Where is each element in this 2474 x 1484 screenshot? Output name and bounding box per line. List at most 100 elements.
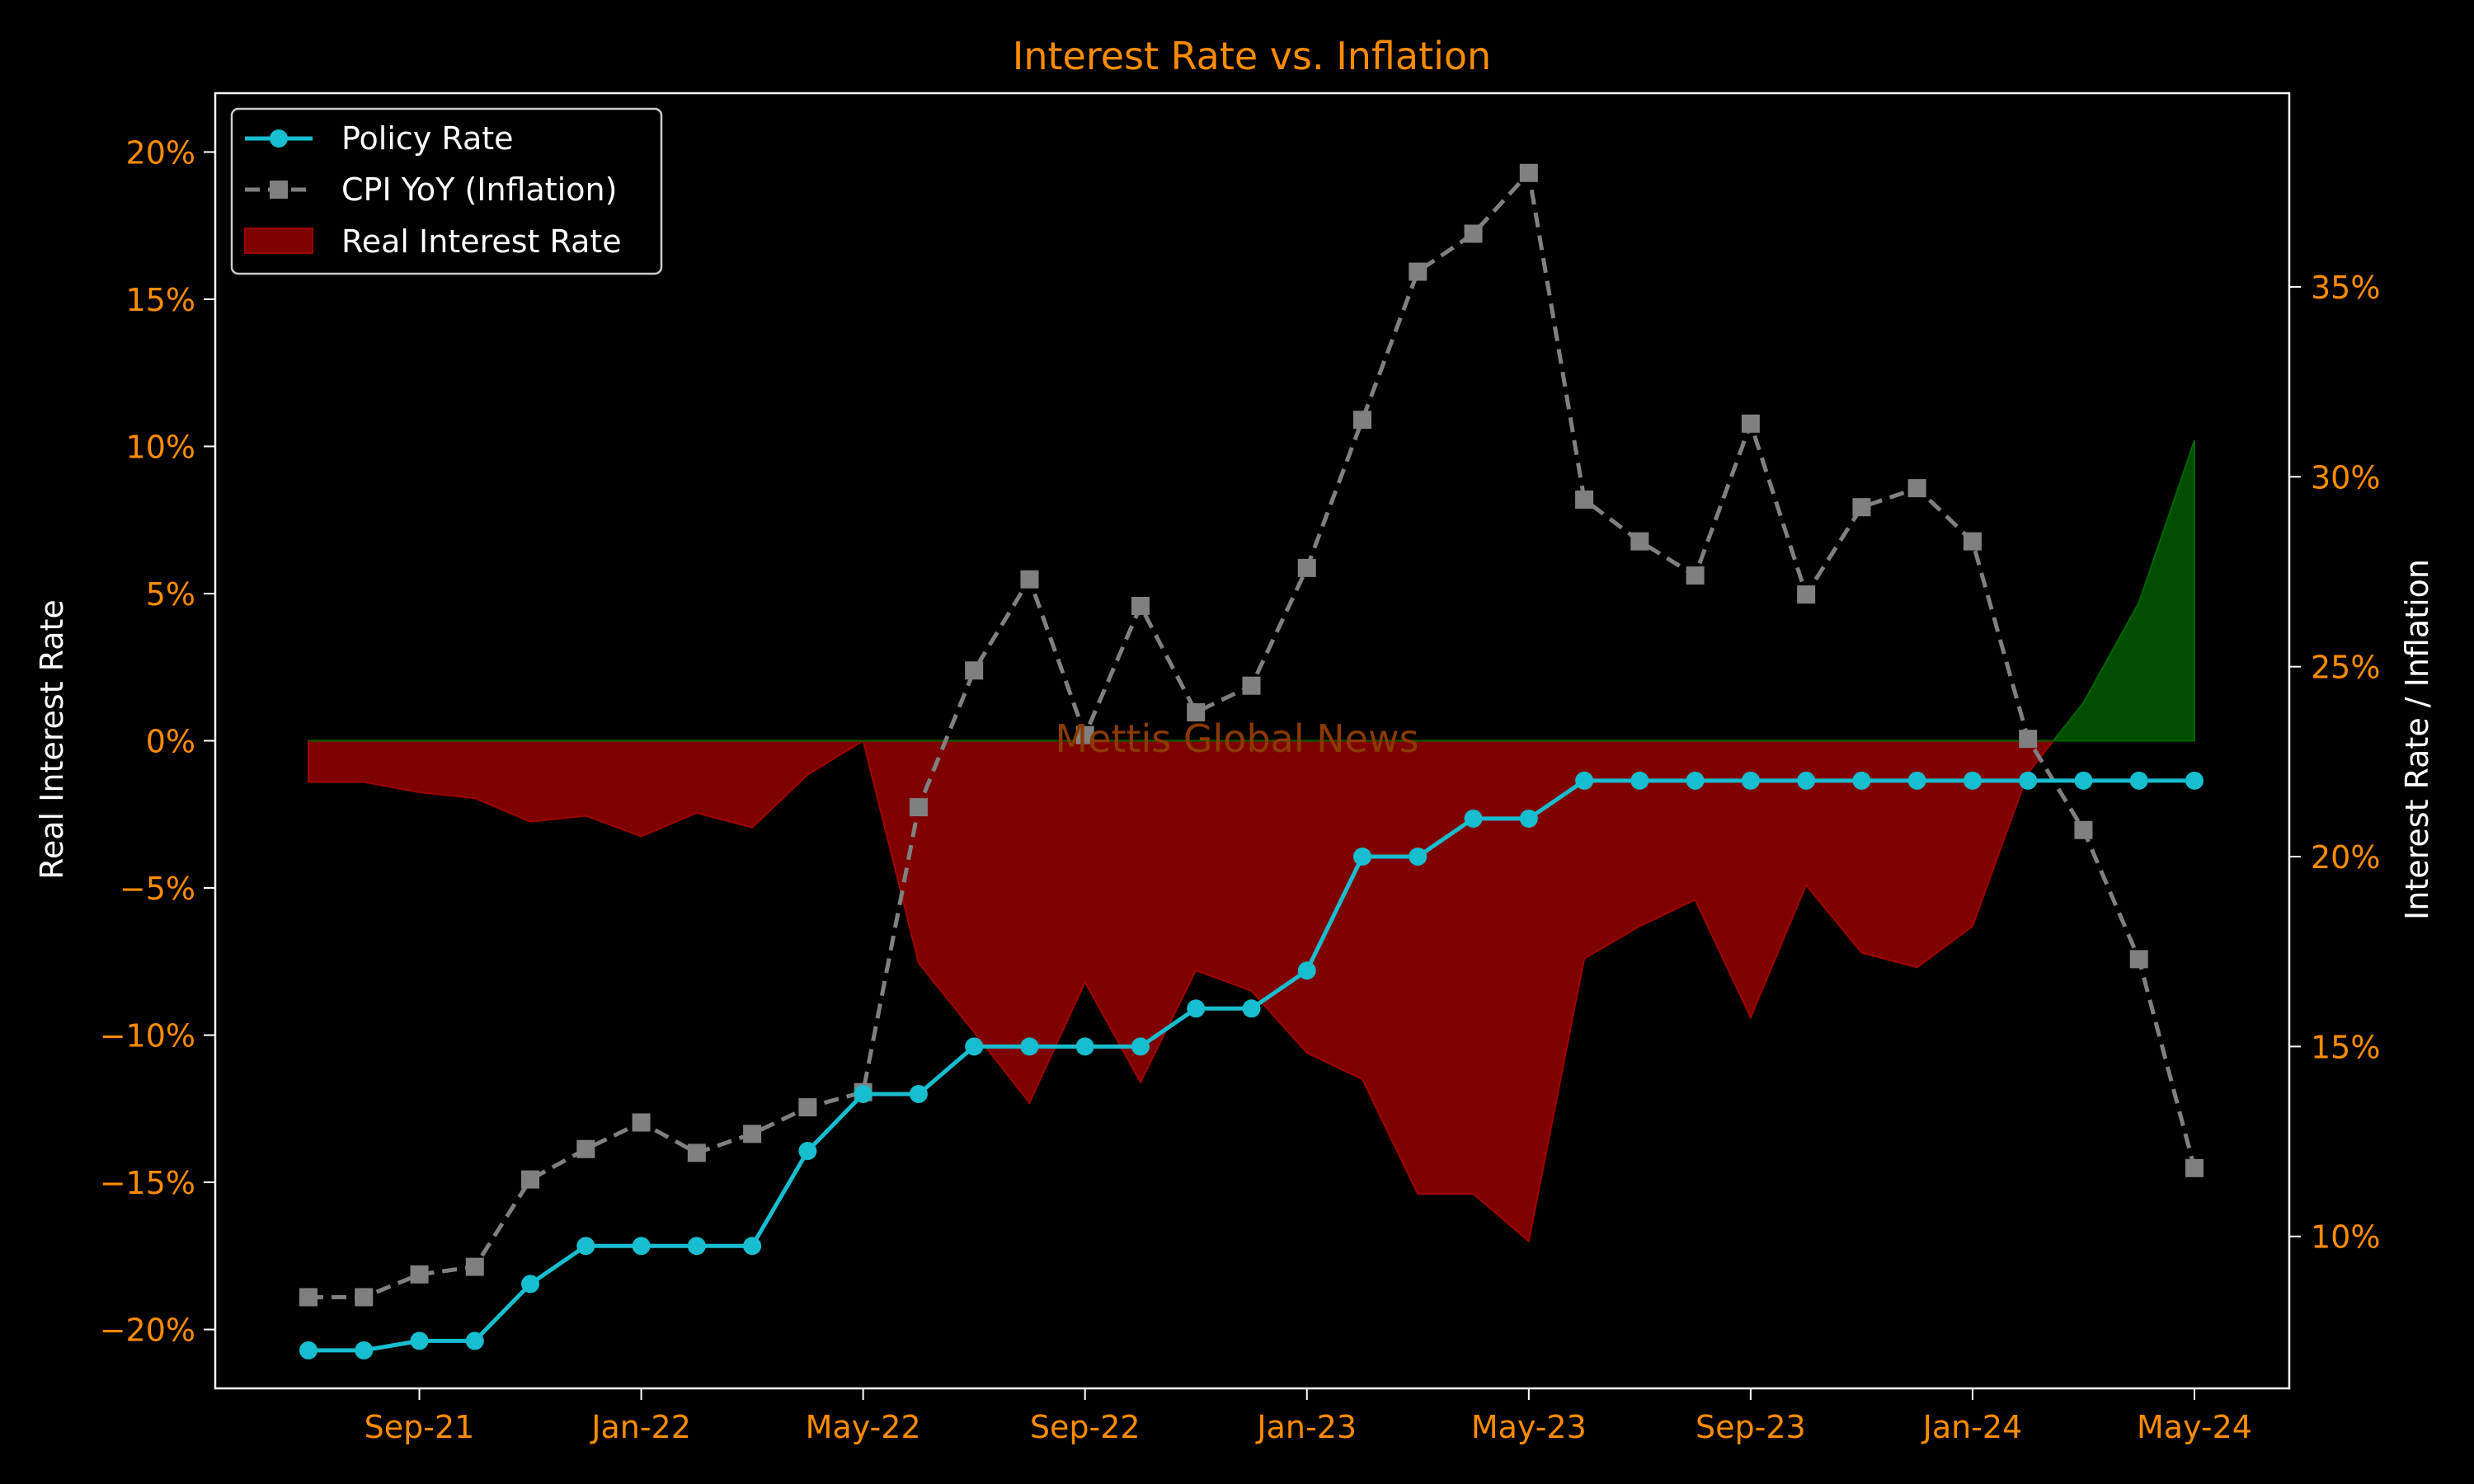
cpi-point	[576, 1139, 595, 1158]
policy-rate-point	[909, 1084, 928, 1103]
legend-label-cpi: CPI YoY (Inflation)	[341, 171, 617, 208]
right-tick-label: 25%	[2311, 650, 2380, 686]
policy-rate-point	[1187, 999, 1206, 1018]
policy-rate-point	[1075, 1037, 1094, 1056]
policy-rate-point	[1575, 771, 1594, 790]
cpi-point	[1630, 532, 1649, 551]
left-tick-label: −15%	[100, 1165, 195, 1201]
cpi-point	[1187, 702, 1206, 721]
right-tick-label: 20%	[2311, 839, 2380, 876]
cpi-point	[521, 1170, 540, 1189]
policy-rate-point	[1852, 771, 1871, 790]
legend-policy-marker	[270, 129, 288, 148]
cpi-point	[2129, 950, 2148, 969]
cpi-point	[798, 1098, 817, 1117]
x-tick-label: Jan-24	[1921, 1409, 2023, 1445]
policy-rate-point	[1464, 809, 1483, 828]
policy-rate-point	[1963, 771, 1982, 790]
policy-rate-point	[1686, 771, 1705, 790]
policy-rate-point	[854, 1084, 872, 1103]
policy-rate-point	[2185, 771, 2204, 790]
policy-rate-point	[1907, 771, 1926, 790]
cpi-point	[1852, 498, 1871, 517]
x-tick-label: Sep-21	[365, 1409, 475, 1445]
x-tick-label: May-24	[2137, 1409, 2252, 1445]
legend-label-policy-rate: Policy Rate	[341, 120, 514, 157]
left-tick-label: 20%	[126, 134, 195, 171]
policy-rate-point	[299, 1341, 317, 1360]
right-axis-label: Interest Rate / Inflation	[2399, 559, 2435, 920]
cpi-point	[743, 1125, 762, 1144]
policy-rate-point	[965, 1037, 984, 1056]
policy-rate-point	[1519, 809, 1538, 828]
cpi-point	[1686, 566, 1705, 585]
cpi-point	[355, 1288, 374, 1307]
chart-legend: Policy Rate CPI YoY (Inflation) Real Inter…	[230, 107, 663, 275]
policy-rate-point	[2019, 771, 2038, 790]
cpi-point	[632, 1113, 651, 1132]
policy-rate-point	[1353, 848, 1372, 866]
cpi-point	[1907, 479, 1926, 498]
legend-cpi-marker	[270, 181, 288, 199]
policy-rate-point	[687, 1237, 706, 1256]
cpi-point	[1464, 224, 1483, 243]
policy-rate-point	[2074, 771, 2093, 790]
policy-rate-point	[1630, 771, 1649, 790]
cpi-point	[465, 1257, 484, 1276]
left-tick-label: 0%	[146, 724, 195, 760]
legend-label-real-rate: Real Interest Rate	[341, 223, 622, 260]
cpi-point	[1575, 490, 1594, 509]
policy-rate-point	[1020, 1037, 1039, 1056]
cpi-point	[1519, 163, 1538, 182]
policy-rate-point	[1409, 848, 1427, 866]
chart-title: Interest Rate vs. Inflation	[1013, 34, 1491, 78]
x-tick-label: Jan-23	[1255, 1409, 1357, 1445]
cpi-point	[1297, 558, 1316, 577]
policy-rate-point	[1131, 1037, 1150, 1056]
policy-rate-point	[355, 1341, 374, 1360]
cpi-point	[2074, 820, 2093, 839]
policy-rate-point	[576, 1237, 595, 1256]
cpi-point	[2185, 1158, 2204, 1177]
right-tick-label: 30%	[2311, 459, 2380, 495]
policy-rate-point	[410, 1331, 429, 1350]
right-tick-label: 15%	[2311, 1029, 2380, 1065]
left-tick-label: 5%	[146, 576, 195, 613]
policy-rate-point	[632, 1237, 651, 1256]
cpi-point	[687, 1144, 706, 1162]
x-tick-label: May-22	[806, 1409, 921, 1445]
right-tick-label: 10%	[2311, 1219, 2380, 1256]
real-rate-negative-area	[308, 739, 2194, 1243]
policy-rate-point	[1242, 999, 1261, 1018]
left-tick-label: 10%	[126, 429, 195, 465]
left-tick-label: 15%	[126, 282, 195, 318]
policy-rate-point	[521, 1275, 540, 1294]
cpi-point	[1242, 676, 1261, 695]
left-tick-label: −10%	[100, 1018, 195, 1054]
left-axis-label: Real Interest Rate	[34, 599, 70, 880]
cpi-point	[909, 798, 928, 817]
policy-rate-point	[2129, 771, 2148, 790]
cpi-point	[1353, 411, 1372, 430]
legend-real-rate-swatch	[244, 228, 313, 254]
policy-rate-point	[465, 1331, 484, 1350]
policy-rate-point	[1797, 771, 1816, 790]
cpi-point	[1797, 585, 1816, 604]
policy-rate-point	[798, 1142, 817, 1161]
x-tick-label: Sep-22	[1030, 1409, 1141, 1445]
cpi-point	[1409, 262, 1427, 281]
policy-rate-point	[1741, 771, 1760, 790]
left-tick-label: −5%	[120, 871, 195, 907]
cpi-point	[1075, 726, 1094, 744]
policy-rate-point	[1297, 961, 1316, 980]
cpi-point	[1020, 570, 1039, 589]
real-rate-positive-area	[308, 439, 2195, 742]
x-tick-label: Jan-22	[590, 1409, 691, 1445]
watermark-text: Mettis Global News	[1055, 716, 1418, 761]
cpi-point	[1963, 532, 1982, 551]
cpi-point	[1131, 596, 1150, 615]
x-tick-label: Sep-23	[1696, 1409, 1806, 1445]
cpi-point	[2019, 730, 2038, 749]
left-tick-label: −20%	[100, 1313, 195, 1349]
